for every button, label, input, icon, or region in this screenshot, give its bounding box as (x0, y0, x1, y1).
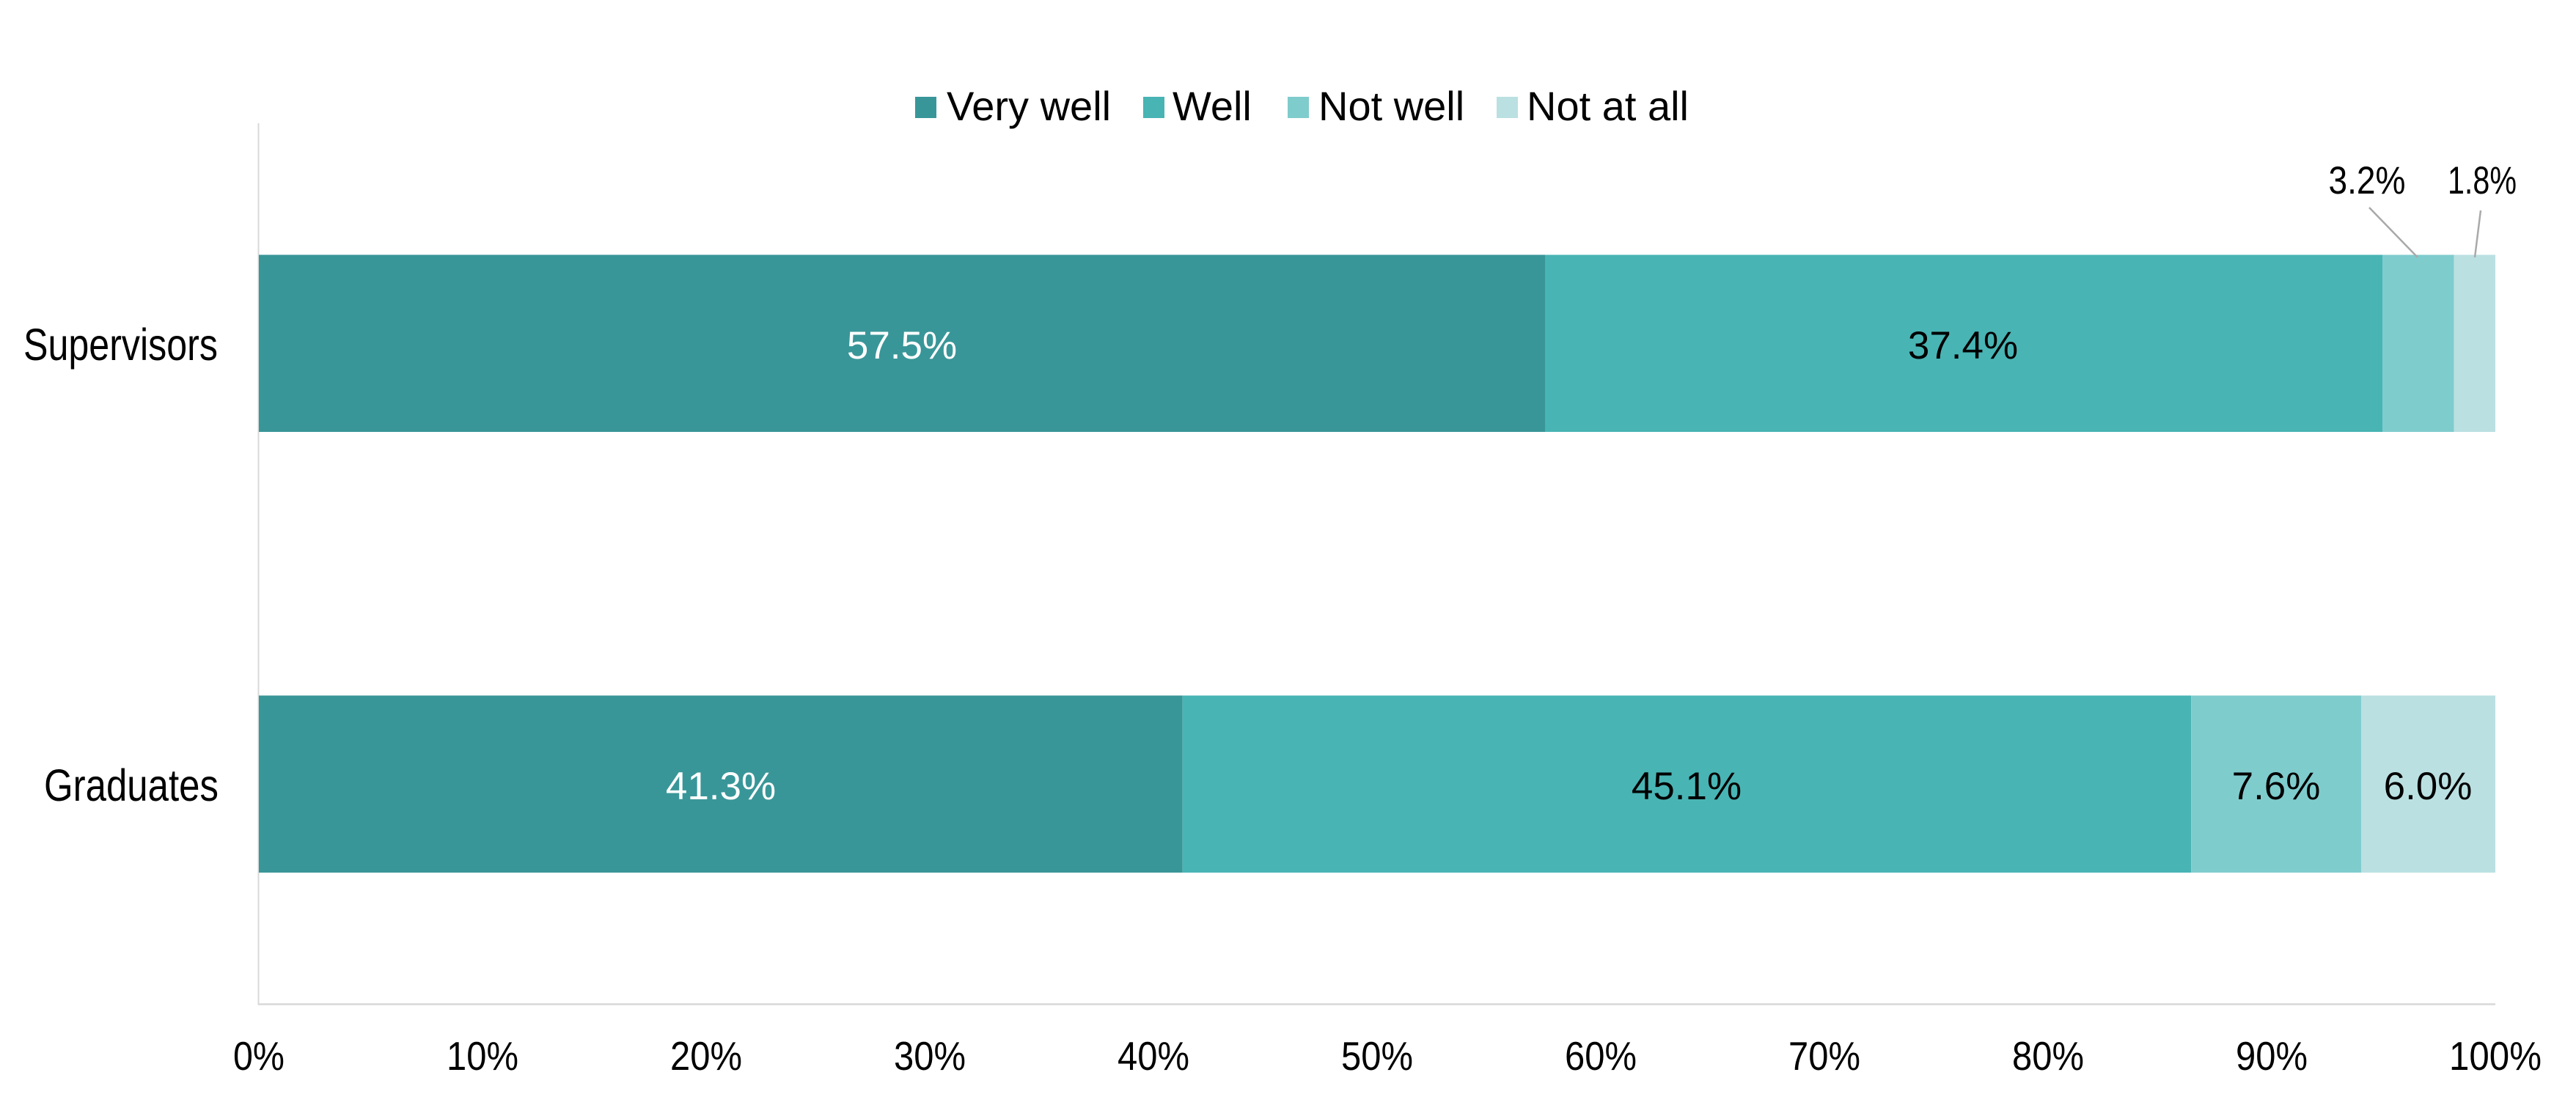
svg-text:Not well: Not well (1318, 83, 1464, 129)
svg-text:3.2%: 3.2% (2329, 159, 2406, 202)
svg-text:20%: 20% (670, 1033, 742, 1079)
svg-text:45.1%: 45.1% (1632, 765, 1742, 808)
svg-text:Well: Well (1173, 83, 1252, 129)
svg-text:7.6%: 7.6% (2232, 765, 2321, 808)
svg-text:30%: 30% (894, 1033, 966, 1079)
svg-text:37.4%: 37.4% (1908, 324, 2018, 367)
svg-text:50%: 50% (1341, 1033, 1413, 1079)
svg-text:1.8%: 1.8% (2448, 159, 2517, 202)
svg-text:70%: 70% (1788, 1033, 1860, 1079)
svg-text:100%: 100% (2449, 1033, 2542, 1079)
svg-text:80%: 80% (2012, 1033, 2084, 1079)
svg-text:60%: 60% (1565, 1033, 1637, 1079)
svg-text:57.5%: 57.5% (847, 324, 957, 367)
svg-text:Supervisors: Supervisors (23, 320, 218, 370)
svg-text:Not at all: Not at all (1527, 83, 1689, 129)
svg-text:10%: 10% (447, 1033, 518, 1079)
svg-text:Very well: Very well (947, 83, 1111, 129)
svg-text:Graduates: Graduates (44, 760, 219, 810)
svg-text:41.3%: 41.3% (666, 765, 776, 808)
svg-text:40%: 40% (1118, 1033, 1189, 1079)
svg-text:0%: 0% (233, 1033, 285, 1079)
svg-text:6.0%: 6.0% (2384, 765, 2473, 808)
svg-text:90%: 90% (2236, 1033, 2308, 1079)
